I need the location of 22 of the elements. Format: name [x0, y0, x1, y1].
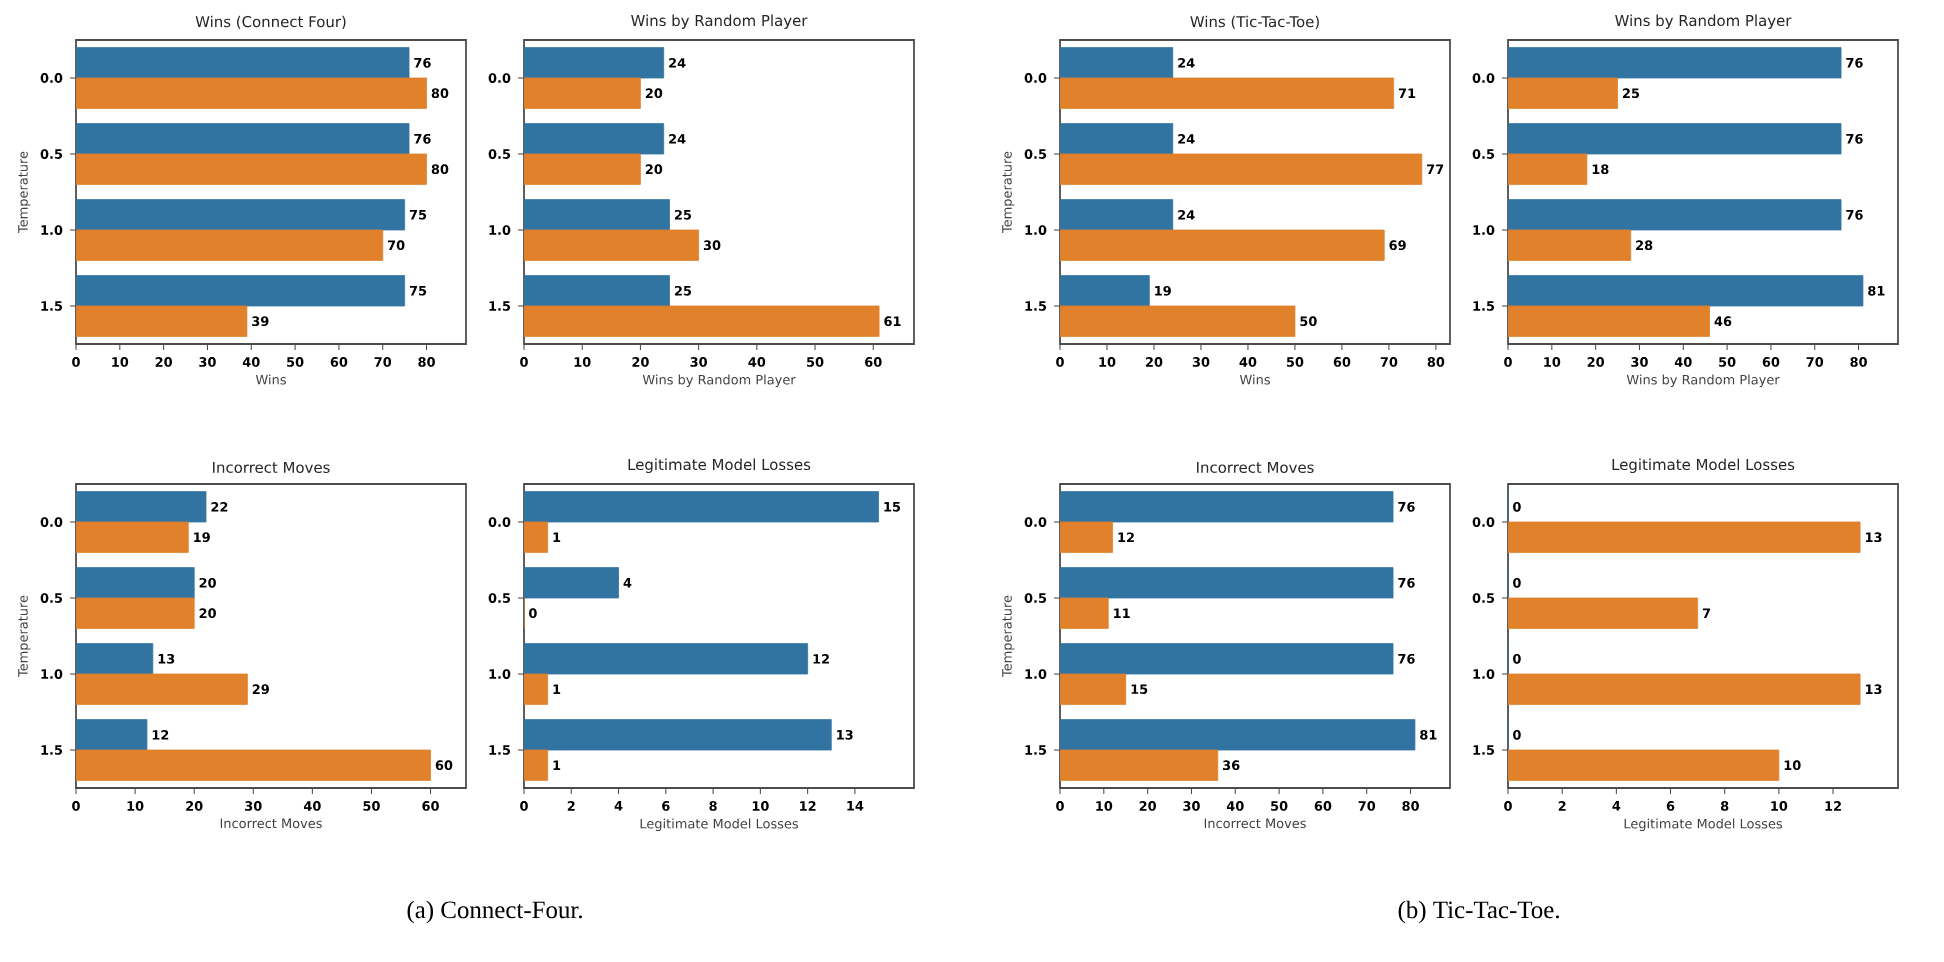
bar	[1060, 275, 1150, 307]
bar	[1060, 123, 1174, 155]
bar	[1060, 199, 1174, 231]
bar	[524, 567, 619, 599]
bar	[524, 275, 670, 307]
bar	[524, 47, 665, 79]
bar	[1508, 47, 1842, 79]
bar	[1508, 123, 1842, 155]
text: (b) Tic-Tac-Toe.	[1398, 900, 1559, 924]
bar	[524, 643, 809, 675]
bar	[524, 491, 879, 523]
bar	[1060, 719, 1416, 751]
bar	[524, 719, 832, 751]
bar	[1508, 275, 1864, 307]
bar	[524, 199, 670, 231]
bar	[1508, 199, 1842, 231]
bar	[1060, 47, 1174, 79]
bar	[524, 123, 665, 155]
bar	[1060, 567, 1394, 599]
bar	[1060, 491, 1394, 523]
bar	[1060, 643, 1394, 675]
text: (a) Connect-Four.	[407, 900, 582, 924]
